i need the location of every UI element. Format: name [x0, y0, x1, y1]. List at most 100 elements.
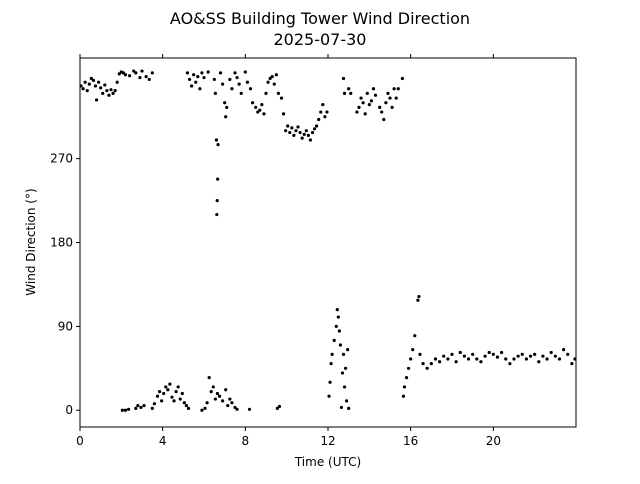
data-point — [172, 399, 176, 403]
data-point — [367, 102, 371, 107]
x-tick-label: 20 — [486, 434, 501, 448]
data-point — [401, 394, 406, 398]
data-point — [260, 102, 264, 107]
data-point — [170, 395, 174, 399]
x-tick-label: 8 — [242, 434, 250, 448]
data-point — [380, 110, 384, 114]
data-point — [166, 388, 170, 392]
data-point — [97, 80, 101, 84]
data-point — [520, 352, 524, 356]
data-point — [247, 407, 252, 411]
data-point — [369, 99, 373, 103]
data-point — [262, 112, 266, 116]
data-point — [180, 391, 184, 396]
data-point — [225, 105, 229, 109]
data-point — [487, 350, 491, 355]
data-point — [115, 80, 119, 84]
data-point — [321, 102, 325, 107]
data-point — [371, 87, 376, 91]
data-point — [343, 366, 348, 370]
data-point — [205, 401, 209, 405]
data-point — [302, 132, 306, 137]
data-point — [284, 129, 288, 133]
data-point — [150, 71, 154, 75]
data-point — [328, 380, 332, 384]
data-point — [226, 403, 230, 408]
data-point — [186, 406, 191, 410]
plot-frame — [79, 57, 577, 428]
data-point — [355, 110, 359, 114]
data-point — [411, 348, 415, 352]
y-tick-label: 180 — [50, 236, 73, 250]
data-point — [256, 110, 260, 114]
data-point — [296, 125, 300, 129]
data-point — [528, 354, 533, 358]
data-point — [184, 403, 189, 408]
data-point — [361, 101, 365, 105]
data-point — [274, 73, 278, 77]
data-point — [134, 406, 138, 410]
y-tick-label: 0 — [65, 403, 73, 417]
data-point — [224, 115, 228, 119]
data-point — [382, 117, 386, 122]
data-point — [537, 360, 541, 364]
data-point — [190, 84, 194, 88]
data-point — [277, 404, 282, 409]
data-point — [323, 115, 327, 119]
data-point — [429, 362, 433, 366]
data-point — [288, 130, 292, 135]
data-point — [103, 83, 107, 87]
data-point — [268, 76, 272, 81]
data-point — [233, 71, 237, 75]
data-point — [342, 91, 347, 96]
data-point — [407, 366, 411, 370]
data-point — [315, 124, 319, 128]
data-point — [150, 406, 154, 410]
data-point — [109, 88, 113, 92]
data-point — [218, 71, 223, 75]
data-point — [458, 350, 462, 355]
data-point — [192, 73, 196, 77]
data-point — [566, 352, 570, 356]
data-point — [113, 89, 117, 93]
data-point — [230, 401, 234, 405]
data-point — [479, 360, 483, 364]
data-point — [152, 402, 156, 406]
data-point — [450, 352, 454, 356]
data-point — [123, 408, 128, 412]
data-point — [214, 138, 218, 142]
data-point — [357, 105, 361, 109]
data-point — [155, 394, 160, 398]
data-point — [310, 130, 315, 135]
data-point — [504, 357, 508, 361]
data-point — [243, 70, 247, 74]
data-point — [475, 357, 479, 361]
data-point — [121, 71, 125, 75]
data-point — [258, 108, 262, 112]
data-point — [174, 389, 178, 394]
data-point — [126, 407, 131, 411]
data-point — [194, 80, 198, 84]
data-point — [342, 385, 347, 389]
data-point — [337, 329, 341, 333]
data-point — [89, 76, 93, 81]
data-point — [168, 382, 172, 386]
y-tick-label: 90 — [58, 319, 73, 333]
chart-subtitle: 2025-07-30 — [274, 30, 367, 49]
data-point — [144, 75, 148, 79]
data-point — [384, 101, 388, 105]
data-point — [178, 397, 182, 401]
data-point — [433, 357, 438, 361]
data-point — [327, 394, 331, 398]
data-point — [202, 75, 206, 80]
data-point — [541, 354, 545, 358]
data-point — [466, 357, 471, 361]
data-point — [111, 91, 115, 96]
data-point — [298, 130, 302, 135]
data-point — [182, 401, 186, 405]
data-point — [365, 91, 369, 96]
data-point — [396, 87, 400, 91]
x-tick-label: 12 — [320, 434, 335, 448]
data-point — [215, 391, 220, 396]
